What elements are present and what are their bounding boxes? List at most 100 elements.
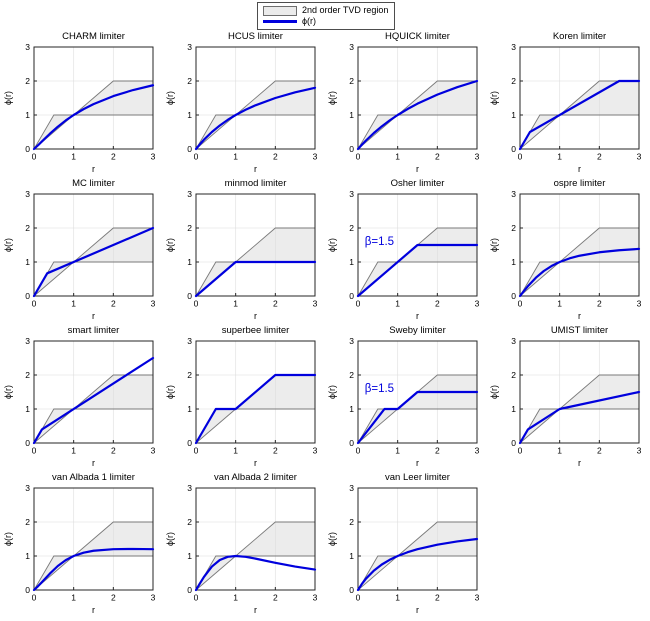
axes-box bbox=[519, 193, 640, 297]
y-tick-label: 3 bbox=[511, 42, 516, 52]
x-tick-label: 2 bbox=[111, 152, 116, 162]
x-axis-label: r bbox=[254, 311, 257, 321]
tvd-region-outline bbox=[357, 521, 478, 591]
subplot-cell-hcus-limiter: 0 1 2 3 0 1 2 3 HCUS limiter r ϕ(r) bbox=[162, 28, 324, 175]
x-tick-label: 3 bbox=[637, 446, 642, 456]
subplot-title: superbee limiter bbox=[222, 325, 290, 336]
x-axis-label: r bbox=[416, 164, 419, 174]
y-tick-label: 3 bbox=[349, 336, 354, 346]
limiter-curve bbox=[356, 243, 479, 298]
axes-box bbox=[357, 46, 478, 150]
y-tick-label: 3 bbox=[25, 483, 30, 493]
y-axis-label: ϕ(r) bbox=[327, 91, 337, 105]
x-tick-label: 3 bbox=[475, 593, 480, 603]
y-axis-label: ϕ(r) bbox=[489, 238, 499, 252]
limiter-curve bbox=[518, 247, 641, 298]
y-tick-label: 3 bbox=[25, 42, 30, 52]
x-tick-label: 0 bbox=[194, 152, 199, 162]
y-tick-label: 0 bbox=[349, 438, 354, 448]
subplot-cell-smart-limiter: 0 1 2 3 0 1 2 3 smart limiter r ϕ(r) bbox=[0, 322, 162, 469]
subplot-hquick-limiter: 0 1 2 3 0 1 2 3 HQUICK limiter r ϕ(r) bbox=[327, 31, 480, 174]
y-tick-label: 1 bbox=[511, 404, 516, 414]
y-tick-label: 3 bbox=[349, 483, 354, 493]
x-tick-label: 3 bbox=[151, 299, 156, 309]
y-tick-label: 3 bbox=[349, 42, 354, 52]
legend-tvd-label: 2nd order TVD region bbox=[302, 5, 389, 15]
subplot-superbee-limiter: 0 1 2 3 0 1 2 3 superbee limiter r ϕ(r) bbox=[165, 325, 318, 468]
subplot-title: HCUS limiter bbox=[228, 31, 283, 42]
x-axis-label: r bbox=[578, 311, 581, 321]
tvd-region-outline bbox=[195, 521, 316, 591]
x-tick-label: 0 bbox=[356, 446, 361, 456]
x-tick-label: 1 bbox=[71, 299, 76, 309]
y-tick-label: 3 bbox=[187, 336, 192, 346]
y-tick-label: 1 bbox=[511, 257, 516, 267]
x-axis-label: r bbox=[92, 605, 95, 615]
y-tick-label: 2 bbox=[187, 223, 192, 233]
y-tick-label: 0 bbox=[187, 438, 192, 448]
y-tick-label: 1 bbox=[187, 110, 192, 120]
y-tick-label: 3 bbox=[511, 189, 516, 199]
axes-box bbox=[195, 193, 316, 297]
x-axis-label: r bbox=[92, 164, 95, 174]
limiter-curve bbox=[194, 260, 317, 298]
x-tick-label: 1 bbox=[71, 446, 76, 456]
phi-line-swatch bbox=[263, 20, 297, 23]
legend: 2nd order TVD region ϕ(r) bbox=[257, 2, 395, 30]
y-axis-label: ϕ(r) bbox=[3, 385, 13, 399]
x-tick-label: 0 bbox=[518, 299, 523, 309]
tvd-region-swatch bbox=[263, 5, 297, 16]
subplot-title: MC limiter bbox=[72, 178, 115, 189]
y-tick-label: 2 bbox=[187, 370, 192, 380]
y-tick-label: 0 bbox=[511, 438, 516, 448]
subplot-title: UMIST limiter bbox=[551, 325, 608, 336]
x-tick-label: 2 bbox=[273, 446, 278, 456]
tvd-region-outline bbox=[357, 374, 478, 444]
y-tick-label: 3 bbox=[187, 42, 192, 52]
subplot-title: minmod limiter bbox=[225, 178, 287, 189]
x-tick-label: 0 bbox=[194, 593, 199, 603]
y-axis-label: ϕ(r) bbox=[165, 532, 175, 546]
y-tick-label: 1 bbox=[187, 404, 192, 414]
axes-box bbox=[195, 340, 316, 444]
x-tick-label: 1 bbox=[395, 446, 400, 456]
x-tick-label: 0 bbox=[518, 446, 523, 456]
tvd-region-outline bbox=[33, 374, 154, 444]
y-axis-label: ϕ(r) bbox=[165, 238, 175, 252]
subplot-title: Osher limiter bbox=[391, 178, 445, 189]
x-axis-label: r bbox=[254, 458, 257, 468]
x-tick-label: 1 bbox=[233, 446, 238, 456]
subplot-cell-charm-limiter: 0 1 2 3 0 1 2 3 CHARM limiter r ϕ(r) bbox=[0, 28, 162, 175]
subplot-cell-van-albada-1-limiter: 0 1 2 3 0 1 2 3 van Albada 1 limiter r ϕ(r) bbox=[0, 469, 162, 616]
y-tick-label: 1 bbox=[25, 551, 30, 561]
limiter-curve bbox=[356, 79, 479, 151]
subplot-cell-sweby-limiter: 0 1 2 3 0 1 2 3 Sweby limiter r ϕ(r) β=1.5 bbox=[324, 322, 486, 469]
x-tick-label: 3 bbox=[151, 446, 156, 456]
subplot-van-albada-1-limiter: 0 1 2 3 0 1 2 3 van Albada 1 limiter r ϕ(r) bbox=[3, 472, 156, 615]
subplot-cell-superbee-limiter: 0 1 2 3 0 1 2 3 superbee limiter r ϕ(r) bbox=[162, 322, 324, 469]
x-tick-label: 2 bbox=[111, 593, 116, 603]
y-tick-label: 1 bbox=[25, 110, 30, 120]
x-tick-label: 0 bbox=[32, 593, 37, 603]
x-tick-label: 1 bbox=[395, 593, 400, 603]
y-axis-label: ϕ(r) bbox=[3, 532, 13, 546]
x-tick-label: 2 bbox=[273, 152, 278, 162]
subplot-cell-van-albada-2-limiter: 0 1 2 3 0 1 2 3 van Albada 2 limiter r ϕ(r) bbox=[162, 469, 324, 616]
subplot-title: van Albada 2 limiter bbox=[214, 472, 297, 483]
limiter-curve bbox=[32, 547, 155, 592]
x-tick-label: 3 bbox=[313, 446, 318, 456]
axes-box bbox=[33, 487, 154, 591]
y-axis-label: ϕ(r) bbox=[3, 238, 13, 252]
subplot-hcus-limiter: 0 1 2 3 0 1 2 3 HCUS limiter r ϕ(r) bbox=[165, 31, 318, 174]
x-tick-label: 0 bbox=[194, 446, 199, 456]
y-tick-label: 1 bbox=[349, 257, 354, 267]
legend-phi-label: ϕ(r) bbox=[302, 16, 317, 26]
x-tick-label: 3 bbox=[313, 593, 318, 603]
subplot-van-albada-2-limiter: 0 1 2 3 0 1 2 3 van Albada 2 limiter r ϕ(r) bbox=[165, 472, 318, 615]
subplot-ospre-limiter: 0 1 2 3 0 1 2 3 ospre limiter r ϕ(r) bbox=[489, 178, 642, 321]
subplot-title: smart limiter bbox=[68, 325, 120, 336]
y-tick-label: 1 bbox=[349, 551, 354, 561]
y-tick-label: 1 bbox=[25, 404, 30, 414]
x-tick-label: 2 bbox=[435, 299, 440, 309]
subplot-van-leer-limiter: 0 1 2 3 0 1 2 3 van Leer limiter r ϕ(r) bbox=[327, 472, 480, 615]
